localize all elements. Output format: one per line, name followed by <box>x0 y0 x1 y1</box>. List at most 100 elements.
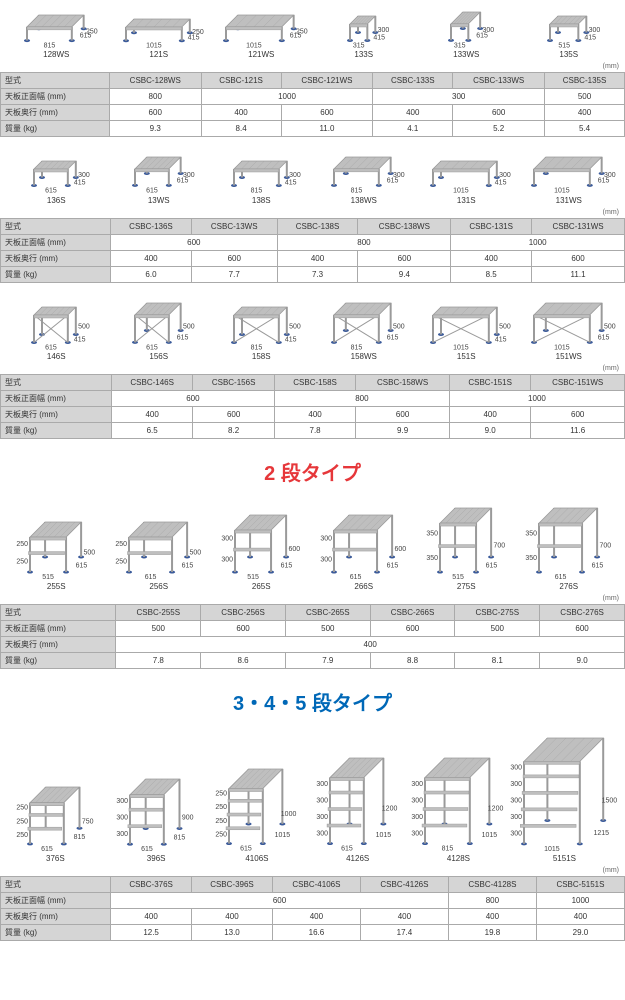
svg-text:350: 350 <box>525 555 537 562</box>
svg-text:250: 250 <box>115 558 127 565</box>
svg-text:300: 300 <box>316 781 328 788</box>
svg-text:250: 250 <box>192 28 204 35</box>
unit-label: (mm) <box>0 365 625 372</box>
svg-text:300: 300 <box>316 798 328 805</box>
svg-text:300: 300 <box>316 831 328 838</box>
svg-text:300: 300 <box>78 172 90 179</box>
svg-text:300: 300 <box>183 172 195 179</box>
unit-label: (mm) <box>0 63 625 70</box>
svg-text:615: 615 <box>177 334 189 341</box>
product-diagram: 1015415250121S <box>109 7 210 60</box>
section-title-345step: 3・4・5 段タイプ <box>0 687 625 716</box>
svg-text:815: 815 <box>250 344 262 350</box>
svg-text:250: 250 <box>16 541 28 548</box>
svg-text:1015: 1015 <box>554 344 570 350</box>
product-diagram: 615615500156S <box>109 291 210 361</box>
svg-text:515: 515 <box>452 574 464 580</box>
product-label: 121S <box>149 50 168 59</box>
svg-text:250: 250 <box>16 805 28 812</box>
svg-text:300: 300 <box>604 172 616 179</box>
svg-text:515: 515 <box>247 574 259 580</box>
svg-text:250: 250 <box>216 791 228 798</box>
product-diagram: 615101510002502502502504106S <box>208 757 307 863</box>
product-label: 158S <box>252 352 271 361</box>
svg-text:615: 615 <box>75 563 87 570</box>
svg-text:300: 300 <box>510 781 522 788</box>
svg-text:615: 615 <box>41 846 53 852</box>
svg-text:300: 300 <box>117 814 129 821</box>
spec-table: 型式CSBC-376SCSBC-396SCSBC-4106SCSBC-4126S… <box>0 876 625 941</box>
svg-text:1015: 1015 <box>146 42 162 48</box>
svg-text:350: 350 <box>426 530 438 537</box>
svg-text:250: 250 <box>86 28 98 35</box>
svg-text:315: 315 <box>353 42 365 48</box>
product-diagram: 1015121515003003003003003005151S <box>510 726 619 863</box>
product-diagram: 815415500158S <box>211 295 312 361</box>
svg-text:300: 300 <box>412 831 424 838</box>
svg-text:815: 815 <box>351 188 363 194</box>
product-label: 4126S <box>346 854 369 863</box>
svg-text:615: 615 <box>144 574 156 580</box>
svg-text:250: 250 <box>216 805 228 812</box>
svg-text:350: 350 <box>525 530 537 537</box>
section-title-2step: 2 段タイプ <box>0 457 625 486</box>
product-diagram: 315615300133WS <box>416 0 517 59</box>
spec-table: 型式CSBC-146SCSBC-156SCSBC-158SCSBC-158WSC… <box>0 374 625 439</box>
spec-table: 型式CSBC-136SCSBC-13WSCSBC-138SCSBC-138WSC… <box>0 218 625 283</box>
product-label: 276S <box>559 582 578 591</box>
svg-text:615: 615 <box>45 344 57 350</box>
section-345step: 3・4・5 段タイプ615815750250250250376S61581590… <box>0 687 625 941</box>
svg-text:615: 615 <box>280 563 292 570</box>
product-label: 133S <box>354 50 373 59</box>
svg-text:600: 600 <box>288 546 300 553</box>
svg-text:815: 815 <box>250 188 262 194</box>
product-label: 121WS <box>248 50 274 59</box>
svg-text:500: 500 <box>189 550 201 557</box>
svg-text:300: 300 <box>320 536 332 543</box>
product-label: 255S <box>47 582 66 591</box>
svg-text:500: 500 <box>604 323 616 330</box>
svg-text:1200: 1200 <box>488 806 504 813</box>
svg-text:815: 815 <box>174 834 186 841</box>
unit-label: (mm) <box>0 867 625 874</box>
svg-text:1015: 1015 <box>544 846 560 852</box>
svg-text:300: 300 <box>510 814 522 821</box>
product-label: 5151S <box>553 854 576 863</box>
product-row: 615415300136S61561530013WS815415300138S8… <box>0 145 625 208</box>
svg-text:615: 615 <box>598 334 610 341</box>
svg-text:250: 250 <box>16 832 28 839</box>
svg-text:1015: 1015 <box>275 832 291 839</box>
svg-text:1215: 1215 <box>593 830 609 837</box>
svg-text:300: 300 <box>316 814 328 821</box>
spec-table: 型式CSBC-128WSCSBC-121SCSBC-121WSCSBC-133S… <box>0 72 625 137</box>
svg-text:300: 300 <box>393 172 405 179</box>
product-diagram: 815101512003003003003004128S <box>409 746 508 863</box>
product-diagram: 815615300138WS <box>314 145 415 204</box>
product-diagram: 1015615500151WS <box>519 291 620 361</box>
svg-text:300: 300 <box>412 781 424 788</box>
product-label: 158WS <box>351 352 377 361</box>
svg-text:1000: 1000 <box>281 811 297 818</box>
product-row: 615815750250250250376S615815900300300300… <box>0 726 625 867</box>
svg-text:615: 615 <box>387 334 399 341</box>
svg-text:300: 300 <box>320 557 332 564</box>
product-diagram: 61561530013WS <box>109 145 210 204</box>
product-diagram: 1015415300131S <box>416 149 517 204</box>
svg-text:300: 300 <box>482 27 494 34</box>
svg-text:615: 615 <box>591 563 603 570</box>
product-diagram: 615815900300300300396S <box>107 767 206 863</box>
product-label: 135S <box>559 50 578 59</box>
svg-text:250: 250 <box>296 28 308 35</box>
svg-text:1015: 1015 <box>554 188 570 194</box>
svg-text:415: 415 <box>584 34 596 41</box>
product-diagram: 1015615250121WS <box>211 3 312 60</box>
product-diagram: 1015415500151S <box>416 295 517 361</box>
product-label: 131S <box>457 196 476 205</box>
svg-text:1015: 1015 <box>482 832 498 839</box>
svg-text:515: 515 <box>558 42 570 48</box>
product-diagram: 615101512003003003003004126S <box>308 746 407 863</box>
product-diagram: 615615700350350276S <box>519 496 620 591</box>
svg-text:615: 615 <box>386 563 398 570</box>
svg-text:250: 250 <box>16 818 28 825</box>
svg-text:300: 300 <box>499 172 511 179</box>
